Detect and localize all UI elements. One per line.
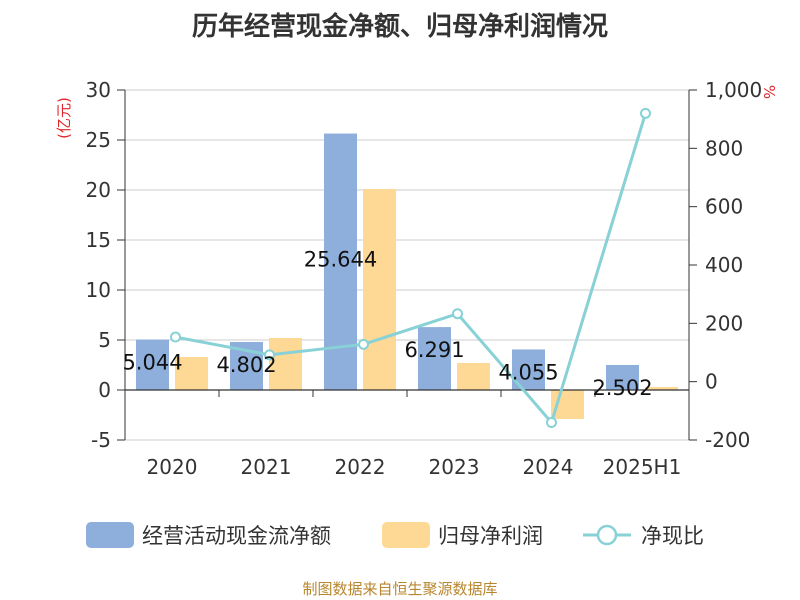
bar-value-label: 25.644 [304, 248, 377, 272]
x-tick-label: 2022 [335, 455, 386, 479]
y-right-tick-label: 0 [705, 370, 718, 394]
y-left-tick-label: 5 [98, 328, 111, 352]
ratio-point [546, 417, 557, 428]
bar-value-label: 4.055 [498, 360, 558, 384]
legend-label: 净现比 [641, 524, 704, 548]
bars [136, 133, 678, 419]
legend-label: 经营活动现金流净额 [142, 524, 331, 548]
ratio-line-path [175, 112, 647, 426]
y-right-tick-label: 1,000 [705, 78, 762, 102]
chart-title: 历年经营现金净额、归母净利润情况 [191, 12, 608, 42]
y-right-axis-label: % [760, 85, 778, 99]
ratio-point [452, 308, 463, 320]
legend-swatch [382, 522, 430, 548]
x-tick-label: 2021 [241, 455, 292, 479]
ratio-point [264, 349, 275, 361]
legend-item[interactable]: 归母净利润 [382, 522, 543, 548]
ratio-point [170, 331, 181, 343]
axes: -5 0 5 10 15 20 25 30 -200 0 200 400 600 800 1,000 (亿元)… [55, 78, 778, 479]
bar-value-label: 2.502 [592, 376, 652, 400]
bar-net-profit [269, 338, 302, 390]
bar-net-profit [457, 363, 490, 390]
x-tick-label: 2025H1 [603, 455, 682, 479]
y-left-tick-label: 0 [98, 378, 111, 402]
bar-net-profit [645, 387, 678, 390]
y-left-tick-label: 30 [86, 78, 111, 102]
y-left-axis-label: (亿元) [55, 97, 73, 139]
legend[interactable]: 经营活动现金流净额 归母净利润 净现比 [86, 522, 704, 548]
y-left-tick-label: -5 [91, 428, 111, 452]
legend-label: 归母净利润 [438, 524, 543, 548]
legend-item[interactable]: 净现比 [583, 524, 704, 548]
legend-item[interactable]: 经营活动现金流净额 [86, 522, 331, 548]
ratio-point [358, 338, 369, 350]
bar-cashflow [418, 327, 451, 390]
x-tick-label: 2024 [523, 455, 574, 479]
y-right-tick-label: -200 [705, 428, 750, 452]
bar-cashflow [606, 364, 639, 390]
y-right-tick-label: 800 [705, 136, 743, 160]
x-tick-label: 2023 [429, 455, 480, 479]
bar-net-profit [175, 357, 208, 390]
data-labels: 5.044 4.802 25.644 6.291 4.055 2.502 [122, 248, 652, 400]
ratio-point [640, 107, 651, 119]
ratio-line [170, 107, 651, 428]
legend-swatch-marker [596, 524, 618, 546]
bar-cashflow [136, 339, 169, 390]
y-right-tick-label: 200 [705, 311, 743, 335]
source-note: 制图数据来自恒生聚源数据库 [302, 580, 498, 598]
x-tick-label: 2020 [147, 455, 198, 479]
bar-value-label: 4.802 [216, 353, 276, 377]
y-right-tick-label: 600 [705, 195, 743, 219]
bar-value-label: 6.291 [404, 338, 464, 362]
bar-net-profit [363, 189, 396, 390]
bar-value-label: 5.044 [122, 351, 182, 375]
y-right-tick-label: 400 [705, 253, 743, 277]
y-left-tick-label: 15 [86, 228, 111, 252]
y-left-tick-label: 25 [86, 128, 111, 152]
legend-swatch [86, 522, 134, 548]
y-left-tick-label: 20 [86, 178, 111, 202]
y-left-tick-label: 10 [86, 278, 111, 302]
